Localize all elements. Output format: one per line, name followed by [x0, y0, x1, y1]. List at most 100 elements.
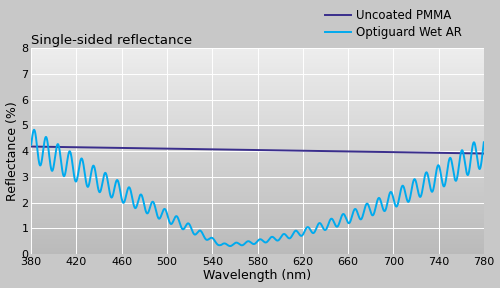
- Optiguard Wet AR: [468, 154, 474, 158]
- Bar: [31, 233, 484, 235]
- Bar: [31, 61, 484, 63]
- Optiguard Wet AR: [385, 198, 391, 202]
- Bar: [31, 105, 484, 107]
- Bar: [31, 109, 484, 111]
- Bar: [31, 92, 484, 94]
- Bar: [31, 117, 484, 119]
- Legend: Uncoated PMMA, Optiguard Wet AR: Uncoated PMMA, Optiguard Wet AR: [324, 9, 462, 39]
- Bar: [31, 194, 484, 196]
- Bar: [31, 125, 484, 127]
- Bar: [31, 252, 484, 254]
- Bar: [31, 200, 484, 202]
- Uncoated PMMA: [384, 150, 390, 154]
- Bar: [31, 185, 484, 187]
- Bar: [31, 119, 484, 121]
- Bar: [31, 223, 484, 225]
- Optiguard Wet AR: [468, 156, 474, 160]
- Bar: [31, 98, 484, 100]
- Bar: [31, 67, 484, 69]
- Bar: [31, 131, 484, 134]
- Bar: [31, 235, 484, 237]
- Uncoated PMMA: [481, 152, 487, 155]
- Bar: [31, 160, 484, 163]
- Bar: [31, 210, 484, 212]
- Bar: [31, 192, 484, 194]
- Bar: [31, 129, 484, 131]
- Bar: [31, 63, 484, 65]
- Bar: [31, 241, 484, 244]
- Bar: [31, 138, 484, 140]
- Bar: [31, 196, 484, 198]
- Bar: [31, 156, 484, 158]
- Bar: [31, 86, 484, 88]
- Bar: [31, 75, 484, 77]
- Bar: [31, 150, 484, 152]
- Bar: [31, 225, 484, 227]
- Bar: [31, 179, 484, 181]
- Bar: [31, 107, 484, 109]
- Bar: [31, 198, 484, 200]
- Bar: [31, 65, 484, 67]
- Bar: [31, 227, 484, 229]
- Bar: [31, 206, 484, 208]
- Bar: [31, 111, 484, 113]
- Bar: [31, 73, 484, 75]
- Bar: [31, 144, 484, 146]
- Bar: [31, 246, 484, 248]
- Optiguard Wet AR: [227, 244, 233, 248]
- Bar: [31, 90, 484, 92]
- Bar: [31, 165, 484, 167]
- Bar: [31, 69, 484, 71]
- Bar: [31, 96, 484, 98]
- Bar: [31, 217, 484, 219]
- Bar: [31, 140, 484, 142]
- Line: Optiguard Wet AR: Optiguard Wet AR: [31, 130, 484, 246]
- Bar: [31, 154, 484, 156]
- Bar: [31, 148, 484, 150]
- Bar: [31, 208, 484, 210]
- Bar: [31, 48, 484, 50]
- Optiguard Wet AR: [28, 143, 34, 147]
- Bar: [31, 173, 484, 175]
- Optiguard Wet AR: [249, 241, 255, 245]
- Bar: [31, 77, 484, 79]
- Bar: [31, 215, 484, 217]
- Bar: [31, 244, 484, 246]
- Bar: [31, 88, 484, 90]
- Bar: [31, 177, 484, 179]
- Bar: [31, 239, 484, 241]
- Text: Single-sided reflectance: Single-sided reflectance: [31, 34, 192, 47]
- Bar: [31, 127, 484, 129]
- Bar: [31, 187, 484, 190]
- Bar: [31, 59, 484, 61]
- Uncoated PMMA: [236, 148, 242, 151]
- Uncoated PMMA: [468, 151, 473, 155]
- Optiguard Wet AR: [31, 128, 37, 132]
- Bar: [31, 248, 484, 250]
- Bar: [31, 55, 484, 57]
- Bar: [31, 134, 484, 136]
- Bar: [31, 171, 484, 173]
- Line: Uncoated PMMA: Uncoated PMMA: [31, 147, 484, 154]
- Bar: [31, 181, 484, 183]
- Optiguard Wet AR: [237, 243, 243, 246]
- Uncoated PMMA: [52, 145, 58, 149]
- Uncoated PMMA: [28, 145, 34, 148]
- Bar: [31, 57, 484, 59]
- Bar: [31, 142, 484, 144]
- Bar: [31, 84, 484, 86]
- Bar: [31, 79, 484, 82]
- Bar: [31, 136, 484, 138]
- Bar: [31, 146, 484, 148]
- Bar: [31, 152, 484, 154]
- Bar: [31, 221, 484, 223]
- Optiguard Wet AR: [52, 159, 58, 162]
- X-axis label: Wavelength (nm): Wavelength (nm): [204, 270, 312, 283]
- Bar: [31, 204, 484, 206]
- Bar: [31, 237, 484, 239]
- Bar: [31, 219, 484, 221]
- Bar: [31, 121, 484, 123]
- Bar: [31, 113, 484, 115]
- Bar: [31, 250, 484, 252]
- Bar: [31, 53, 484, 55]
